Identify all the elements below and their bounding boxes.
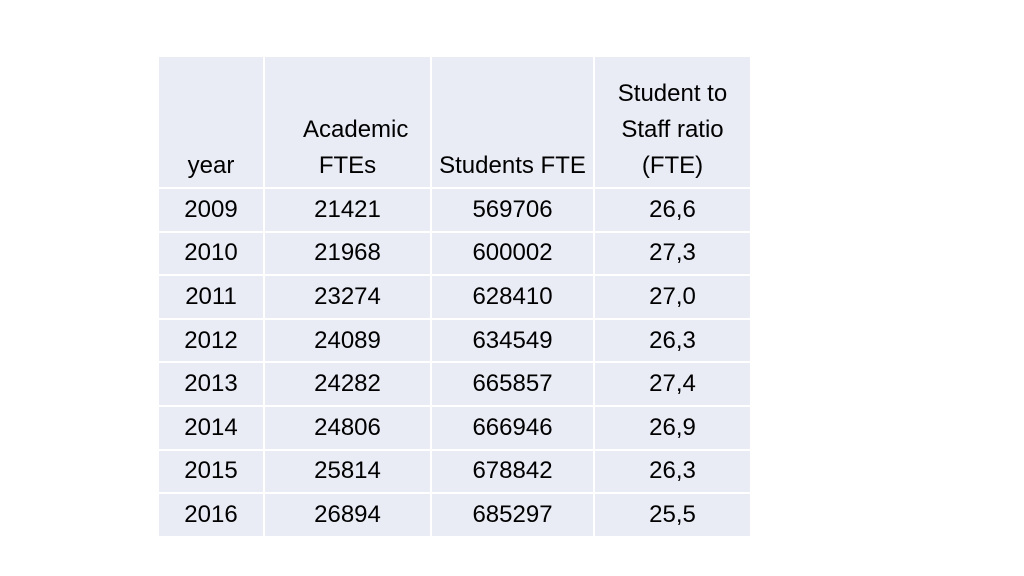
cell-ratio: 26,3 xyxy=(593,448,752,495)
cell-academic-ftes: 24282 xyxy=(263,361,432,407)
cell-academic-ftes: 21421 xyxy=(263,187,432,233)
cell-students-fte: 685297 xyxy=(430,492,595,538)
cell-year: 2013 xyxy=(157,361,265,407)
cell-academic-ftes: 21968 xyxy=(263,230,432,277)
header-academic-ftes: Academic FTEs xyxy=(263,55,432,189)
cell-year: 2011 xyxy=(157,274,265,320)
table-row: 2009 21421 569706 26,6 xyxy=(157,187,752,233)
cell-year: 2014 xyxy=(157,404,265,451)
header-students-fte: Students FTE xyxy=(430,55,595,189)
cell-students-fte: 665857 xyxy=(430,361,595,407)
table-row: 2014 24806 666946 26,9 xyxy=(157,404,752,451)
cell-academic-ftes: 23274 xyxy=(263,274,432,320)
table-header-row: year Academic FTEs Students FTE Student … xyxy=(157,55,752,189)
cell-year: 2010 xyxy=(157,230,265,277)
cell-ratio: 25,5 xyxy=(593,492,752,538)
cell-ratio: 26,6 xyxy=(593,187,752,233)
table-row: 2015 25814 678842 26,3 xyxy=(157,448,752,495)
header-student-staff-ratio: Student to Staff ratio (FTE) xyxy=(593,55,752,189)
cell-students-fte: 628410 xyxy=(430,274,595,320)
cell-ratio: 27,0 xyxy=(593,274,752,320)
cell-year: 2012 xyxy=(157,317,265,364)
table-body: 2009 21421 569706 26,6 2010 21968 600002 27,3 20… xyxy=(157,187,752,538)
cell-academic-ftes: 25814 xyxy=(263,448,432,495)
cell-academic-ftes: 24806 xyxy=(263,404,432,451)
table-row: 2010 21968 600002 27,3 xyxy=(157,230,752,277)
table-row: 2013 24282 665857 27,4 xyxy=(157,361,752,407)
table-row: 2012 24089 634549 26,3 xyxy=(157,317,752,364)
cell-year: 2016 xyxy=(157,492,265,538)
cell-year: 2015 xyxy=(157,448,265,495)
cell-year: 2009 xyxy=(157,187,265,233)
cell-students-fte: 600002 xyxy=(430,230,595,277)
cell-academic-ftes: 26894 xyxy=(263,492,432,538)
cell-ratio: 27,3 xyxy=(593,230,752,277)
cell-students-fte: 678842 xyxy=(430,448,595,495)
data-table: year Academic FTEs Students FTE Student … xyxy=(157,55,752,538)
cell-students-fte: 634549 xyxy=(430,317,595,364)
table-row: 2011 23274 628410 27,0 xyxy=(157,274,752,320)
cell-academic-ftes: 24089 xyxy=(263,317,432,364)
cell-ratio: 26,3 xyxy=(593,317,752,364)
cell-ratio: 26,9 xyxy=(593,404,752,451)
cell-students-fte: 569706 xyxy=(430,187,595,233)
cell-ratio: 27,4 xyxy=(593,361,752,407)
cell-students-fte: 666946 xyxy=(430,404,595,451)
data-table-container: year Academic FTEs Students FTE Student … xyxy=(157,55,752,538)
header-year: year xyxy=(157,55,265,189)
table-row: 2016 26894 685297 25,5 xyxy=(157,492,752,538)
